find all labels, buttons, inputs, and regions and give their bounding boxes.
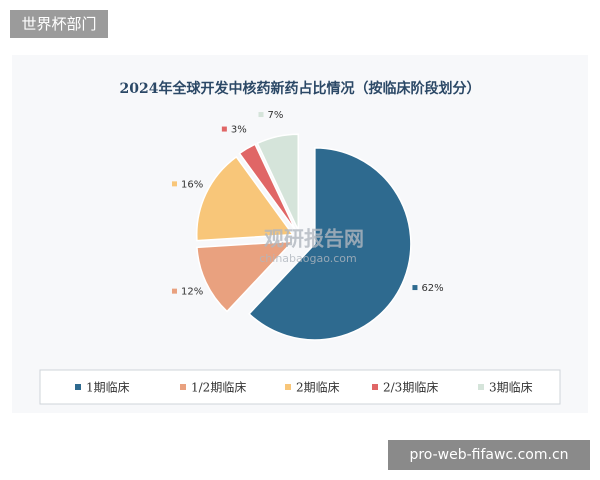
legend-swatch: [372, 384, 378, 390]
legend-label: 2期临床: [296, 381, 340, 395]
label-swatch: [171, 288, 177, 294]
chart-card: [12, 55, 588, 413]
label-swatch: [171, 181, 177, 187]
site-label: pro-web-fifawc.com.cn: [388, 440, 590, 470]
chart-title: 2024年全球开发中核药新药占比情况（按临床阶段划分）: [120, 80, 481, 97]
data-label: 62%: [421, 283, 443, 294]
legend-swatch: [478, 384, 484, 390]
legend-box: [39, 369, 561, 405]
data-label: 16%: [181, 179, 203, 190]
legend-swatch: [180, 384, 186, 390]
data-label: 7%: [268, 110, 284, 121]
label-swatch: [258, 112, 264, 118]
watermark-url: chinabaogao.com: [259, 252, 357, 265]
legend-label: 2/3期临床: [383, 381, 438, 395]
pie-slice: [248, 147, 412, 341]
legend-swatch: [75, 384, 81, 390]
pie-slice: [196, 155, 295, 242]
pie-slice: [256, 133, 300, 231]
legend-swatch: [285, 384, 291, 390]
pie-slice: [238, 143, 297, 232]
label-swatch: [412, 285, 418, 291]
pie: [196, 133, 412, 341]
label-swatch: [221, 126, 227, 132]
data-label: 3%: [231, 125, 247, 136]
legend-label: 1/2期临床: [191, 381, 246, 395]
pie-slice: [196, 240, 295, 313]
legend-label: 3期临床: [489, 381, 533, 395]
tag-label: 世界杯部门: [10, 10, 108, 38]
data-label: 12%: [181, 287, 203, 298]
legend-label: 1期临床: [86, 381, 130, 395]
watermark: 观研报告网: [264, 227, 364, 251]
